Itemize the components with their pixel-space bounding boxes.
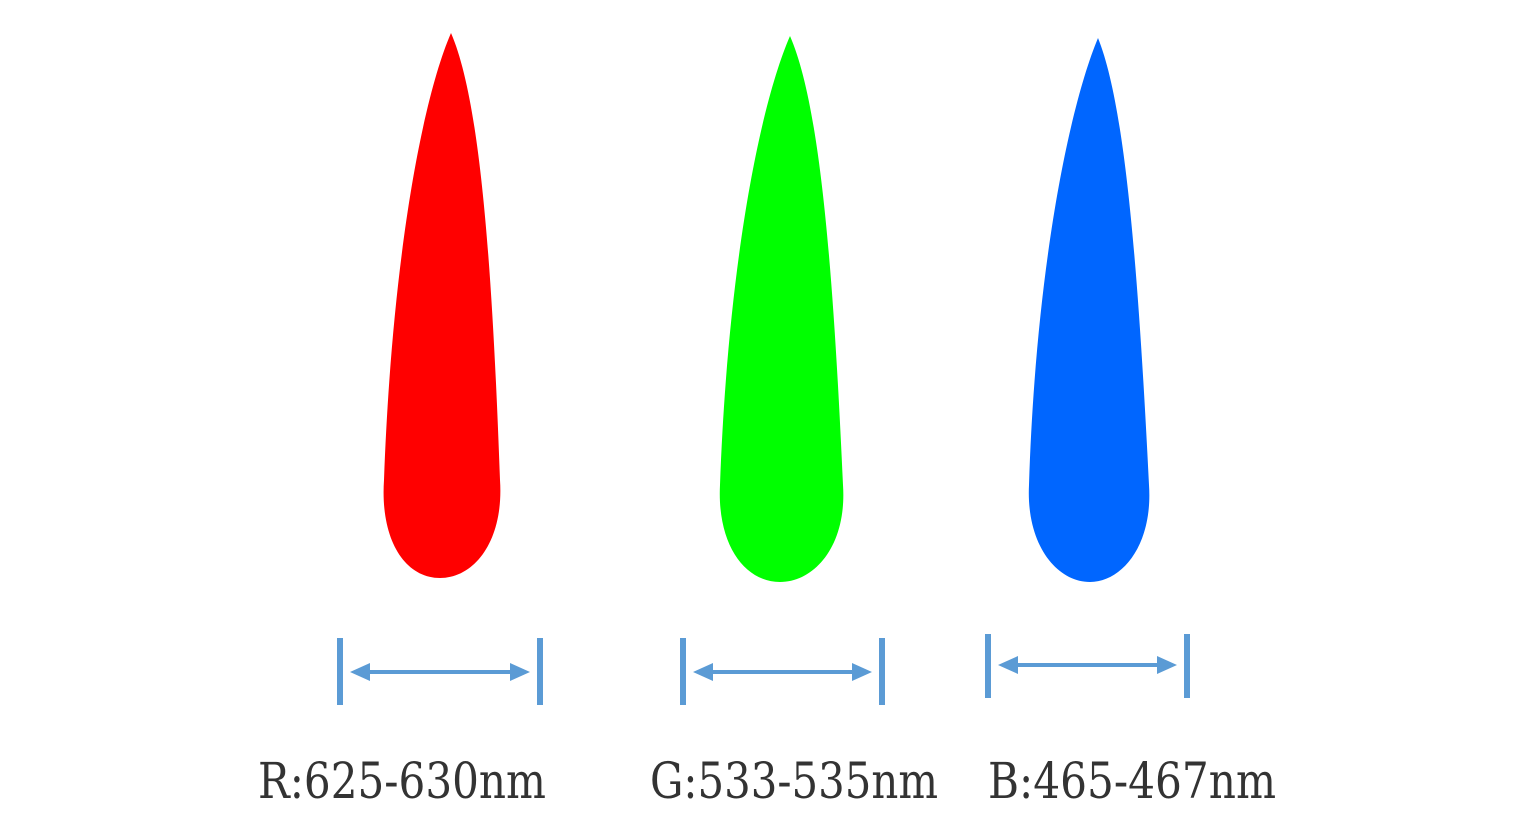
- indicator-blue-right-arrowhead: [1157, 656, 1177, 674]
- drop-blue: [1028, 38, 1150, 582]
- wavelength-label-blue: B:465-467nm: [988, 752, 1276, 810]
- width-indicator-green: [680, 638, 885, 705]
- width-indicator-blue: [985, 634, 1190, 698]
- drop-green-shape: [719, 36, 844, 582]
- indicator-green-left-arrowhead: [693, 663, 713, 681]
- wavelength-label-green: G:533-535nm: [650, 752, 938, 810]
- drop-green: [719, 36, 844, 582]
- indicator-red-left-arrowhead: [350, 663, 370, 681]
- wavelength-label-red: R:625-630nm: [258, 752, 546, 810]
- width-indicator-red: [337, 638, 543, 705]
- indicator-blue-left-arrowhead: [998, 656, 1018, 674]
- indicator-green-right-arrowhead: [852, 663, 872, 681]
- drop-red: [383, 33, 501, 578]
- drop-blue-shape: [1028, 38, 1150, 582]
- drop-red-shape: [383, 33, 501, 578]
- indicator-red-right-arrowhead: [510, 663, 530, 681]
